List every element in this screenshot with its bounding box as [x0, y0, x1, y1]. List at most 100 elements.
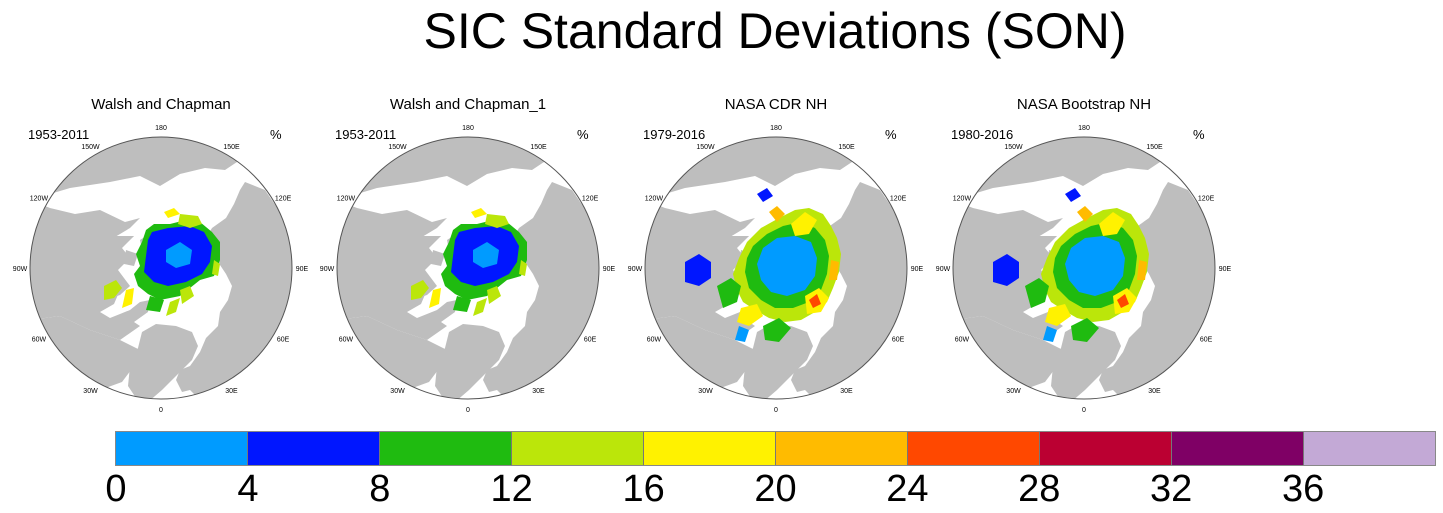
colorbar-box — [248, 432, 380, 465]
ice-std-8-12-c — [1071, 318, 1099, 342]
longitude-label: 90E — [1219, 266, 1232, 273]
longitude-label: 90E — [911, 266, 924, 273]
map-panel: Walsh and Chapman 1953-2011% 180 150E 120E 90… — [13, 90, 320, 414]
land-east-siberia — [30, 137, 292, 200]
panel-title: NASA CDR NH — [724, 96, 828, 113]
panel-unit: % — [885, 127, 897, 142]
longitude-label: 150E — [530, 144, 547, 151]
ice-std-8-12-b — [146, 296, 164, 312]
longitude-label: 30E — [225, 388, 238, 395]
ice-std-12-16-c — [104, 280, 122, 300]
longitude-label: 60E — [1200, 337, 1213, 344]
longitude-label: 90W — [320, 266, 335, 273]
ice-std-4-8 — [685, 254, 711, 286]
land-east-siberia — [337, 137, 599, 200]
longitude-label: 0 — [774, 407, 778, 414]
longitude-label: 30W — [1006, 388, 1021, 395]
panel-period: 1953-2011 — [335, 127, 397, 142]
colorbar-label: 28 — [1018, 468, 1061, 510]
land-north-america-west — [953, 200, 1063, 305]
longitude-label: 90E — [296, 266, 309, 273]
ice-std-12-16-d — [166, 298, 180, 316]
ice-std-12-16-c — [411, 280, 429, 300]
longitude-label: 60W — [647, 337, 662, 344]
land-island-b — [124, 250, 138, 266]
longitude-label: 60E — [277, 337, 290, 344]
ice-std-12-16-e — [519, 260, 527, 276]
land-hudson-bay-area — [78, 260, 112, 296]
land-north-america-west — [30, 200, 140, 305]
ice-std-0-4 — [473, 242, 499, 268]
map-panel: NASA CDR NH 1979-2016% 180 150E 120E 90E 60E 30… — [628, 90, 935, 414]
map-content — [953, 137, 1215, 399]
longitude-label: 150E — [838, 144, 855, 151]
ice-std-12-16-b — [180, 286, 194, 304]
land-greenland — [128, 324, 198, 399]
panel-period: 1953-2011 — [28, 127, 90, 142]
colorbar-label: 20 — [754, 468, 797, 510]
ice-std-4-8-b — [757, 188, 773, 202]
colorbar-box — [512, 432, 644, 465]
ice-std-20-24 — [769, 206, 785, 222]
land-north-america-west — [337, 200, 447, 305]
ice-std-0-4 — [166, 242, 192, 268]
polar-map: 180 150E 120E 90E 60E 30E 0 30W 60W 90W 120W 150W — [936, 125, 1232, 414]
longitude-label: 60E — [584, 337, 597, 344]
longitude-label: 90W — [936, 266, 951, 273]
panel-title: Walsh and Chapman — [91, 96, 231, 113]
longitude-label: 60E — [892, 337, 905, 344]
land-greenland — [743, 324, 813, 399]
ice-std-8-12-b — [1025, 278, 1049, 308]
longitude-label: 150W — [696, 144, 715, 151]
ice-std-12-16-b — [487, 286, 501, 304]
longitude-label: 60W — [32, 337, 47, 344]
longitude-label: 120E — [275, 196, 292, 203]
longitude-label: 30W — [698, 388, 713, 395]
colorbar-box — [116, 432, 248, 465]
ice-std-0-4-b — [1043, 326, 1057, 342]
longitude-label: 120E — [582, 196, 599, 203]
ice-std-4-8 — [993, 254, 1019, 286]
ice-std-16-20 — [791, 212, 817, 236]
panel-title: Walsh and Chapman_1 — [389, 96, 547, 113]
colorbar-label: 4 — [237, 468, 259, 510]
longitude-label: 120W — [30, 196, 49, 203]
colorbar-box — [1172, 432, 1304, 465]
panel-unit: % — [1193, 127, 1205, 142]
land-island-b — [431, 250, 445, 266]
polar-map: 180 150E 120E 90E 60E 30E 0 30W 60W 90W 120W 150W — [628, 125, 924, 414]
panel-unit: % — [270, 127, 282, 142]
ice-std-16-20 — [164, 208, 180, 218]
longitude-label: 90E — [603, 266, 616, 273]
colorbar — [115, 431, 1436, 466]
ice-std-0-4-b — [735, 326, 749, 342]
longitude-label: 60W — [339, 337, 354, 344]
land-north-america-west — [645, 200, 755, 305]
ice-std-0-4 — [1065, 236, 1125, 296]
longitude-label: 30W — [390, 388, 405, 395]
main-title: SIC Standard Deviations (SON) — [423, 3, 1127, 59]
ice-std-16-20-c — [737, 304, 763, 326]
map-content — [645, 137, 907, 399]
longitude-label: 150E — [1146, 144, 1163, 151]
longitude-label: 90W — [628, 266, 643, 273]
longitude-label: 0 — [1082, 407, 1086, 414]
longitude-label: 150W — [388, 144, 407, 151]
ice-std-16-20 — [471, 208, 487, 218]
ice-std-12-16 — [178, 214, 202, 228]
longitude-label: 120E — [1198, 196, 1215, 203]
map-content — [337, 137, 599, 399]
longitude-label: 60W — [955, 337, 970, 344]
longitude-label: 150W — [81, 144, 100, 151]
ice-std-12-16-d — [473, 298, 487, 316]
panel-period: 1980-2016 — [951, 127, 1014, 142]
colorbar-label: 8 — [369, 468, 391, 510]
polar-map: 180 150E 120E 90E 60E 30E 0 30W 60W 90W 120W 150W — [320, 125, 616, 414]
ice-std-16-20-c — [1045, 304, 1071, 326]
ice-std-4-8-b — [1065, 188, 1081, 202]
ice-std-12-16-e — [212, 260, 220, 276]
land-east-siberia — [953, 137, 1215, 200]
longitude-label: 30E — [1148, 388, 1161, 395]
land-hudson-bay-area — [385, 260, 419, 296]
map-panel: Walsh and Chapman_1 1953-2011% 180 150E 120E… — [320, 90, 627, 414]
